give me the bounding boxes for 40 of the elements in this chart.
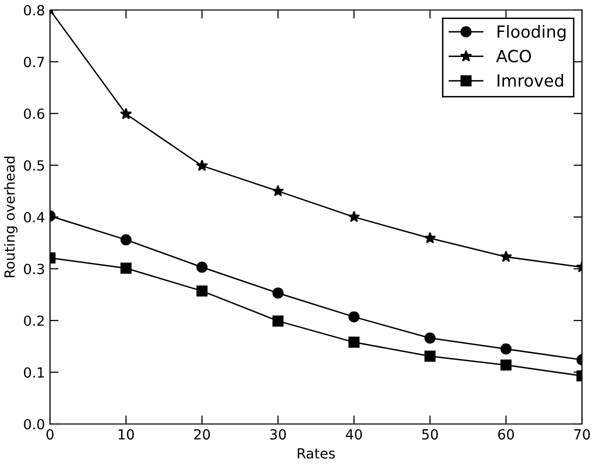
y-tick-label: 0.2 [24, 315, 44, 326]
legend-label: Imroved [498, 74, 564, 87]
y-tick-label: 0.7 [24, 56, 44, 68]
point [424, 232, 436, 244]
y-tick-label: 0.6 [24, 108, 44, 119]
x-tick-label: 0 [46, 429, 54, 440]
y-tick-label: 0.4 [24, 212, 44, 222]
x-tick-label: 40 [346, 429, 362, 440]
y-tick-label: 0.1 [24, 367, 44, 378]
point [196, 160, 208, 171]
y-tick-label: 0.8 [24, 4, 44, 16]
x-tick-label: 20 [194, 429, 210, 440]
x-tick-label: 70 [574, 429, 590, 440]
point [500, 250, 512, 262]
y-axis-title: Routing overhead [4, 156, 18, 278]
x-tick-label: 60 [498, 429, 514, 440]
point [424, 350, 436, 362]
legend-label: ACO [496, 50, 531, 62]
y-tick-label: 0.5 [24, 160, 44, 171]
x-tick-label: 30 [270, 429, 286, 440]
point [500, 343, 512, 355]
point [348, 311, 360, 322]
point [272, 184, 284, 196]
point [196, 285, 208, 297]
point [196, 262, 208, 273]
point [120, 108, 132, 120]
point [120, 234, 132, 246]
x-axis-title: Rates [298, 448, 335, 459]
y-tick-label: 0.0 [24, 418, 44, 430]
point [500, 359, 512, 371]
legend-label: Flooding [498, 25, 566, 42]
point [424, 332, 436, 344]
x-tick-label: 10 [118, 429, 134, 440]
point [272, 288, 284, 299]
point [348, 210, 360, 222]
point [272, 315, 284, 327]
y-tick-label: 0.3 [24, 264, 44, 274]
point [348, 336, 360, 348]
x-tick-label: 50 [422, 429, 438, 440]
point [120, 262, 132, 274]
